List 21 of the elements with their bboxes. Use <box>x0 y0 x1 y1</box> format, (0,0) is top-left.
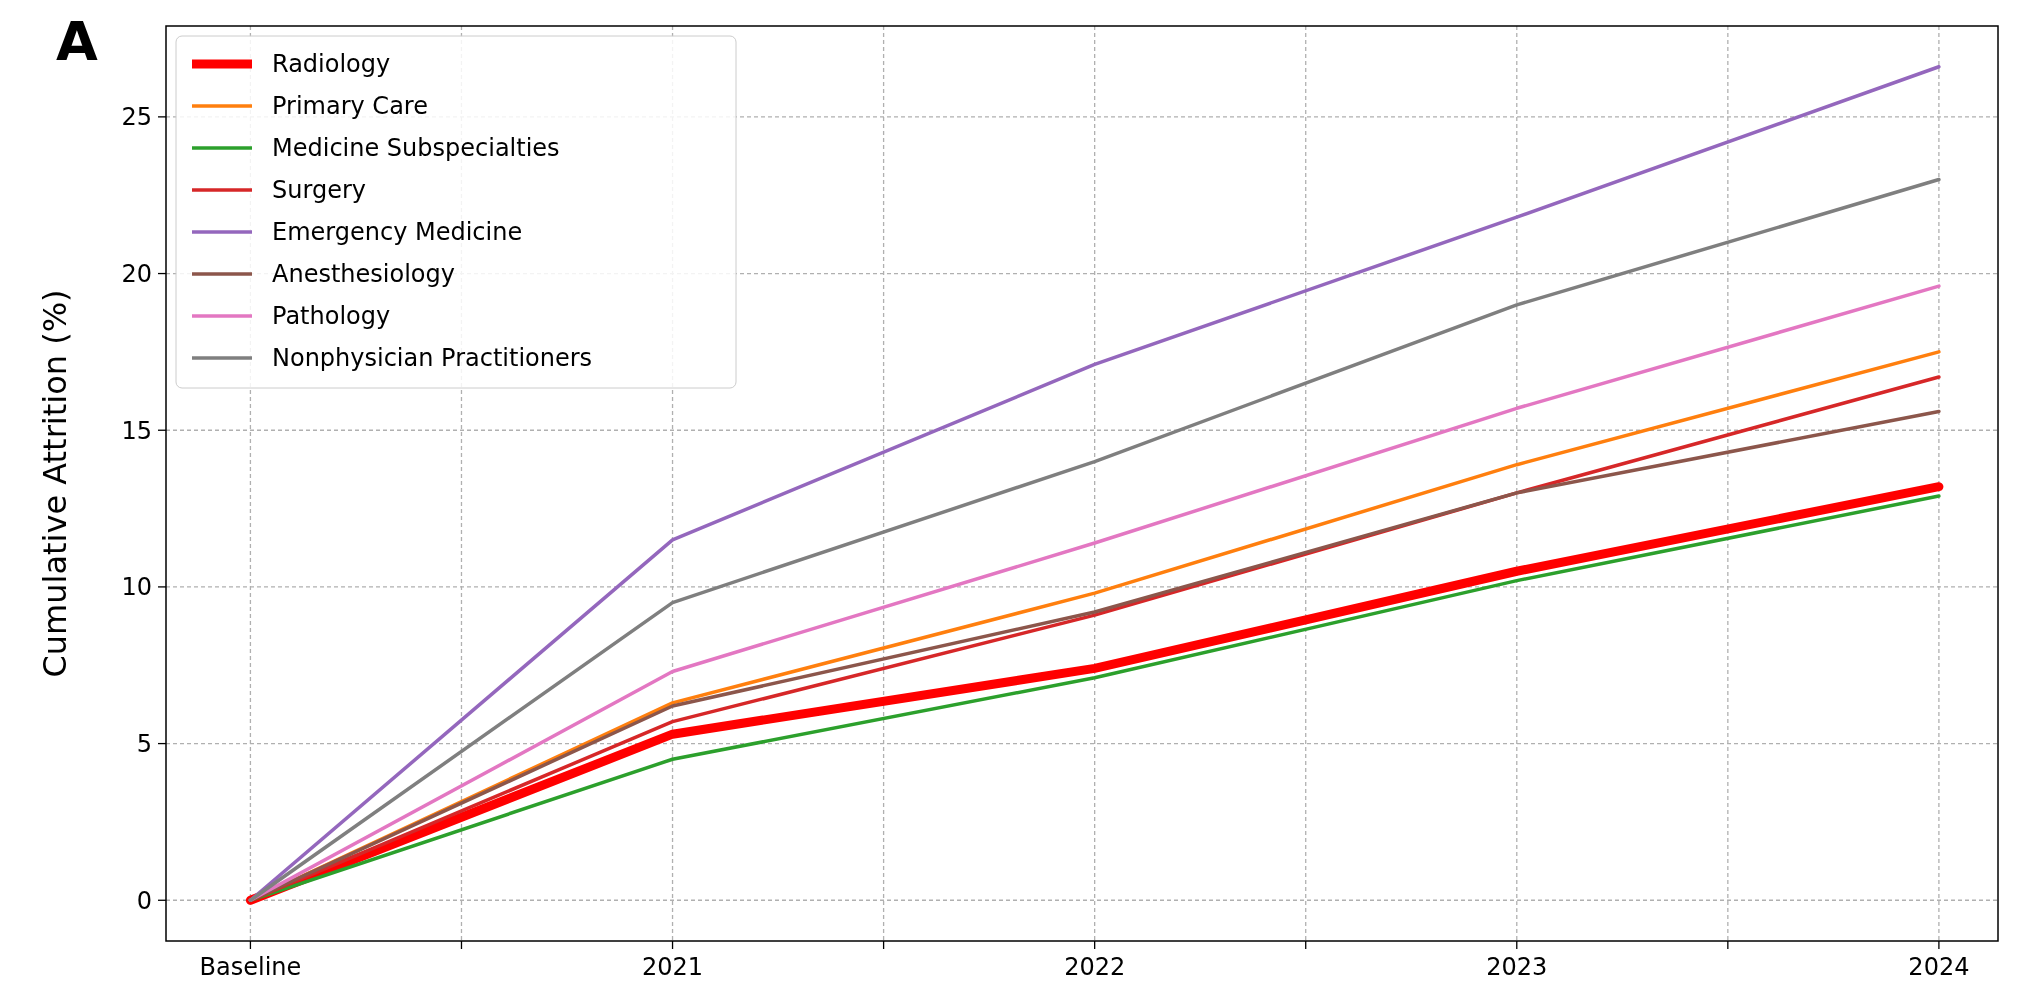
y-tick-label: 25 <box>121 103 152 132</box>
x-tick-label: 2022 <box>1064 953 1126 981</box>
legend-label: Nonphysician Practitioners <box>272 344 593 373</box>
y-tick-label: 0 <box>136 886 152 915</box>
text: A <box>56 10 98 73</box>
x-tick-label: 2024 <box>1908 953 1970 981</box>
x-tick-label: 2021 <box>642 953 704 981</box>
legend-label: Primary Care <box>272 92 428 121</box>
y-tick-label: 10 <box>121 573 152 602</box>
legend-label: Surgery <box>272 176 366 205</box>
legend-label: Medicine Subspecialties <box>272 134 560 163</box>
x-tick-label: 2023 <box>1486 953 1548 981</box>
legend-label: Emergency Medicine <box>272 218 523 247</box>
y-tick-label: 15 <box>121 416 152 445</box>
legend-label: Radiology <box>272 50 391 79</box>
y-tick-label: 20 <box>121 259 152 288</box>
y-axis-title: Cumulative Attrition (%) <box>36 289 74 678</box>
x-tick-label: Baseline <box>199 953 302 981</box>
y-tick-label: 5 <box>136 729 152 758</box>
legend-label: Anesthesiology <box>272 260 455 289</box>
legend-label: Pathology <box>272 302 391 331</box>
